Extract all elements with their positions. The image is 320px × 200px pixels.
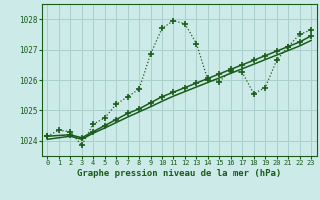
X-axis label: Graphe pression niveau de la mer (hPa): Graphe pression niveau de la mer (hPa) (77, 169, 281, 178)
